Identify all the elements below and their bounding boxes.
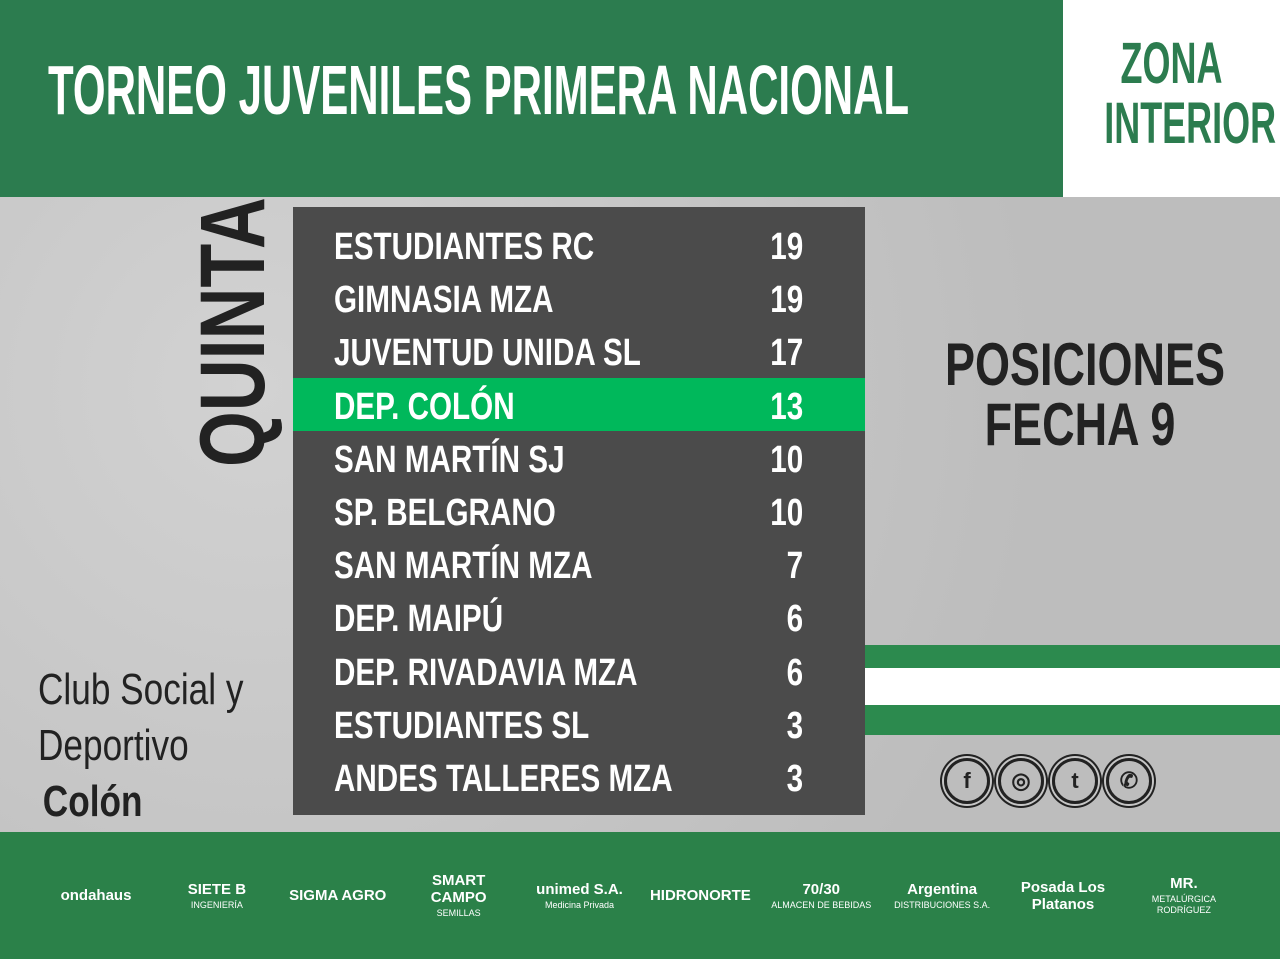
green-stripe [865,705,1280,735]
sponsor-name: Posada Los Platanos [1020,878,1106,913]
sponsor-name: SIETE B [187,880,247,898]
zone-line1: ZONA [1120,31,1223,96]
white-stripe [865,668,1280,705]
green-stripe [865,645,1280,668]
team-name: JUVENTUD UNIDA SL [334,332,641,375]
team-points: 10 [770,491,803,534]
zone-line2: INTERIOR [1104,91,1277,156]
sponsor-logo: unimed S.A. Medicina Privada [524,881,636,911]
sponsor-logo: SIETE B INGENIERÍA [161,881,273,911]
table-row: SAN MARTÍN SJ 10 [293,431,865,484]
header-banner: TORNEO JUVENILES PRIMERA NACIONAL [0,0,1063,197]
category-text: QUINTA [182,197,284,467]
table-row: JUVENTUD UNIDA SL 17 [293,324,865,377]
table-row: SP. BELGRANO 10 [293,484,865,537]
table-row: DEP. COLÓN 13 [293,377,865,431]
standings-table: ESTUDIANTES RC 19 GIMNASIA MZA 19 JUVENTUD U… [293,207,865,815]
sponsor-subtitle: DISTRIBUCIONES S.A. [894,899,991,910]
sponsor-logo: MR. METALÚRGICA RODRÍGUEZ [1128,875,1240,916]
instagram-icon[interactable]: ◎ [998,758,1044,804]
team-name: SP. BELGRANO [334,491,556,534]
facebook-icon[interactable]: f [944,758,990,804]
team-points: 19 [770,226,803,268]
subtitle-line2: FECHA 9 [984,391,1176,458]
sponsor-name: SMART CAMPO [430,872,487,906]
subtitle-line1: POSICIONES [945,331,1226,398]
team-name: ESTUDIANTES RC [334,226,595,268]
team-name: DEP. COLÓN [334,385,515,428]
team-points: 6 [786,598,803,641]
table-row: ESTUDIANTES RC 19 [293,218,865,271]
sponsor-subtitle: SEMILLAS [436,908,481,918]
team-name: ESTUDIANTES SL [334,704,590,747]
team-points: 3 [786,757,803,800]
sponsor-name: Argentina [907,880,978,898]
sponsor-subtitle: INGENIERÍA [190,899,243,910]
sponsors-bar: ondahaus SIETE B INGENIERÍA SIGMA AGRO SMART… [0,832,1280,959]
club-name: Club Social y Deportivo Colón [38,662,243,830]
standings-subtitle: POSICIONES FECHA 9 [900,335,1260,455]
club-line1: Club Social y [38,665,244,714]
sponsor-name: ondahaus [60,887,132,904]
sponsor-name: unimed S.A. [536,880,623,898]
team-points: 13 [770,385,803,428]
team-points: 17 [770,332,803,375]
team-name: DEP. MAIPÚ [334,598,504,641]
twitter-icon[interactable]: t [1052,758,1098,804]
table-row: DEP. RIVADAVIA MZA 6 [293,644,865,697]
tournament-title: TORNEO JUVENILES PRIMERA NACIONAL [48,51,910,129]
team-points: 19 [770,279,803,322]
team-points: 10 [770,438,803,481]
sponsor-name: 70/30 [802,880,841,898]
team-points: 3 [786,704,803,747]
sponsor-subtitle: METALÚRGICA RODRÍGUEZ [1151,894,1217,915]
table-row: GIMNASIA MZA 19 [293,271,865,324]
sponsor-subtitle: Medicina Privada [544,899,615,910]
sponsor-logo: 70/30 ALMACEN DE BEBIDAS [765,881,877,911]
sponsor-subtitle: ALMACEN DE BEBIDAS [771,899,872,910]
team-name: SAN MARTÍN SJ [334,438,565,481]
zone-box: ZONA INTERIOR [1063,0,1280,197]
team-name: SAN MARTÍN MZA [334,545,593,588]
team-name: ANDES TALLERES MZA [334,757,673,800]
sponsor-logo: SIGMA AGRO [282,887,394,904]
team-name: DEP. RIVADAVIA MZA [334,651,638,694]
team-points: 7 [786,545,803,588]
sponsor-logo: Posada Los Platanos [1007,879,1119,913]
sponsor-name: MR. [1170,875,1198,892]
team-name: GIMNASIA MZA [334,279,554,322]
sponsor-name: SIGMA AGRO [289,887,387,904]
table-row: ANDES TALLERES MZA 3 [293,750,865,803]
category-label: QUINTA [182,197,284,505]
club-line3: Colón [42,777,143,826]
table-row: DEP. MAIPÚ 6 [293,590,865,643]
team-points: 6 [786,651,803,694]
social-icons: f ◎ t ✆ [944,758,1152,804]
whatsapp-icon[interactable]: ✆ [1106,758,1152,804]
sponsor-logo: HIDRONORTE [644,887,756,904]
table-row: SAN MARTÍN MZA 7 [293,537,865,590]
sponsor-logo: Argentina DISTRIBUCIONES S.A. [886,881,998,911]
sponsor-logo: SMART CAMPO SEMILLAS [403,872,515,919]
sponsor-logo: ondahaus [40,887,152,904]
table-row: ESTUDIANTES SL 3 [293,697,865,750]
club-line2: Deportivo [38,721,189,770]
sponsor-name: HIDRONORTE [649,887,751,904]
